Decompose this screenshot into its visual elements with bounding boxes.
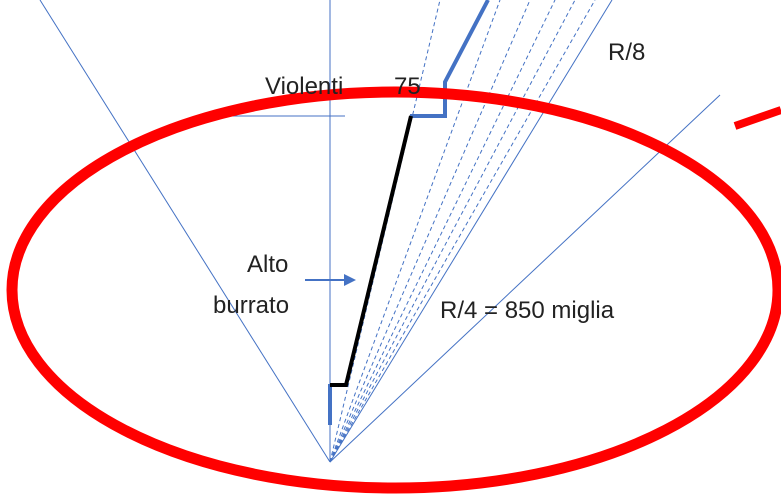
dashed-ray (329, 0, 556, 463)
red-pointer (733, 106, 781, 130)
ray (329, 94, 721, 463)
dashed-ray (329, 0, 441, 463)
arrow-head (344, 274, 356, 286)
label: 75 (394, 73, 421, 100)
label: R/8 (608, 39, 645, 66)
dashed-ray (329, 0, 576, 463)
dashed-ray (329, 0, 501, 463)
black-path (330, 115, 413, 387)
dashed-rays (329, 0, 596, 463)
label: burrato (213, 292, 289, 319)
cone-left (39, 0, 331, 463)
red-ellipse (6, 86, 781, 494)
label: R/4 = 850 miglia (440, 297, 615, 324)
dashed-ray (329, 0, 596, 463)
dashed-ray (329, 0, 531, 463)
thin-lines (39, 0, 721, 463)
cone-right (329, 0, 613, 463)
label: Violenti (265, 73, 343, 100)
label: Alto (247, 251, 288, 278)
